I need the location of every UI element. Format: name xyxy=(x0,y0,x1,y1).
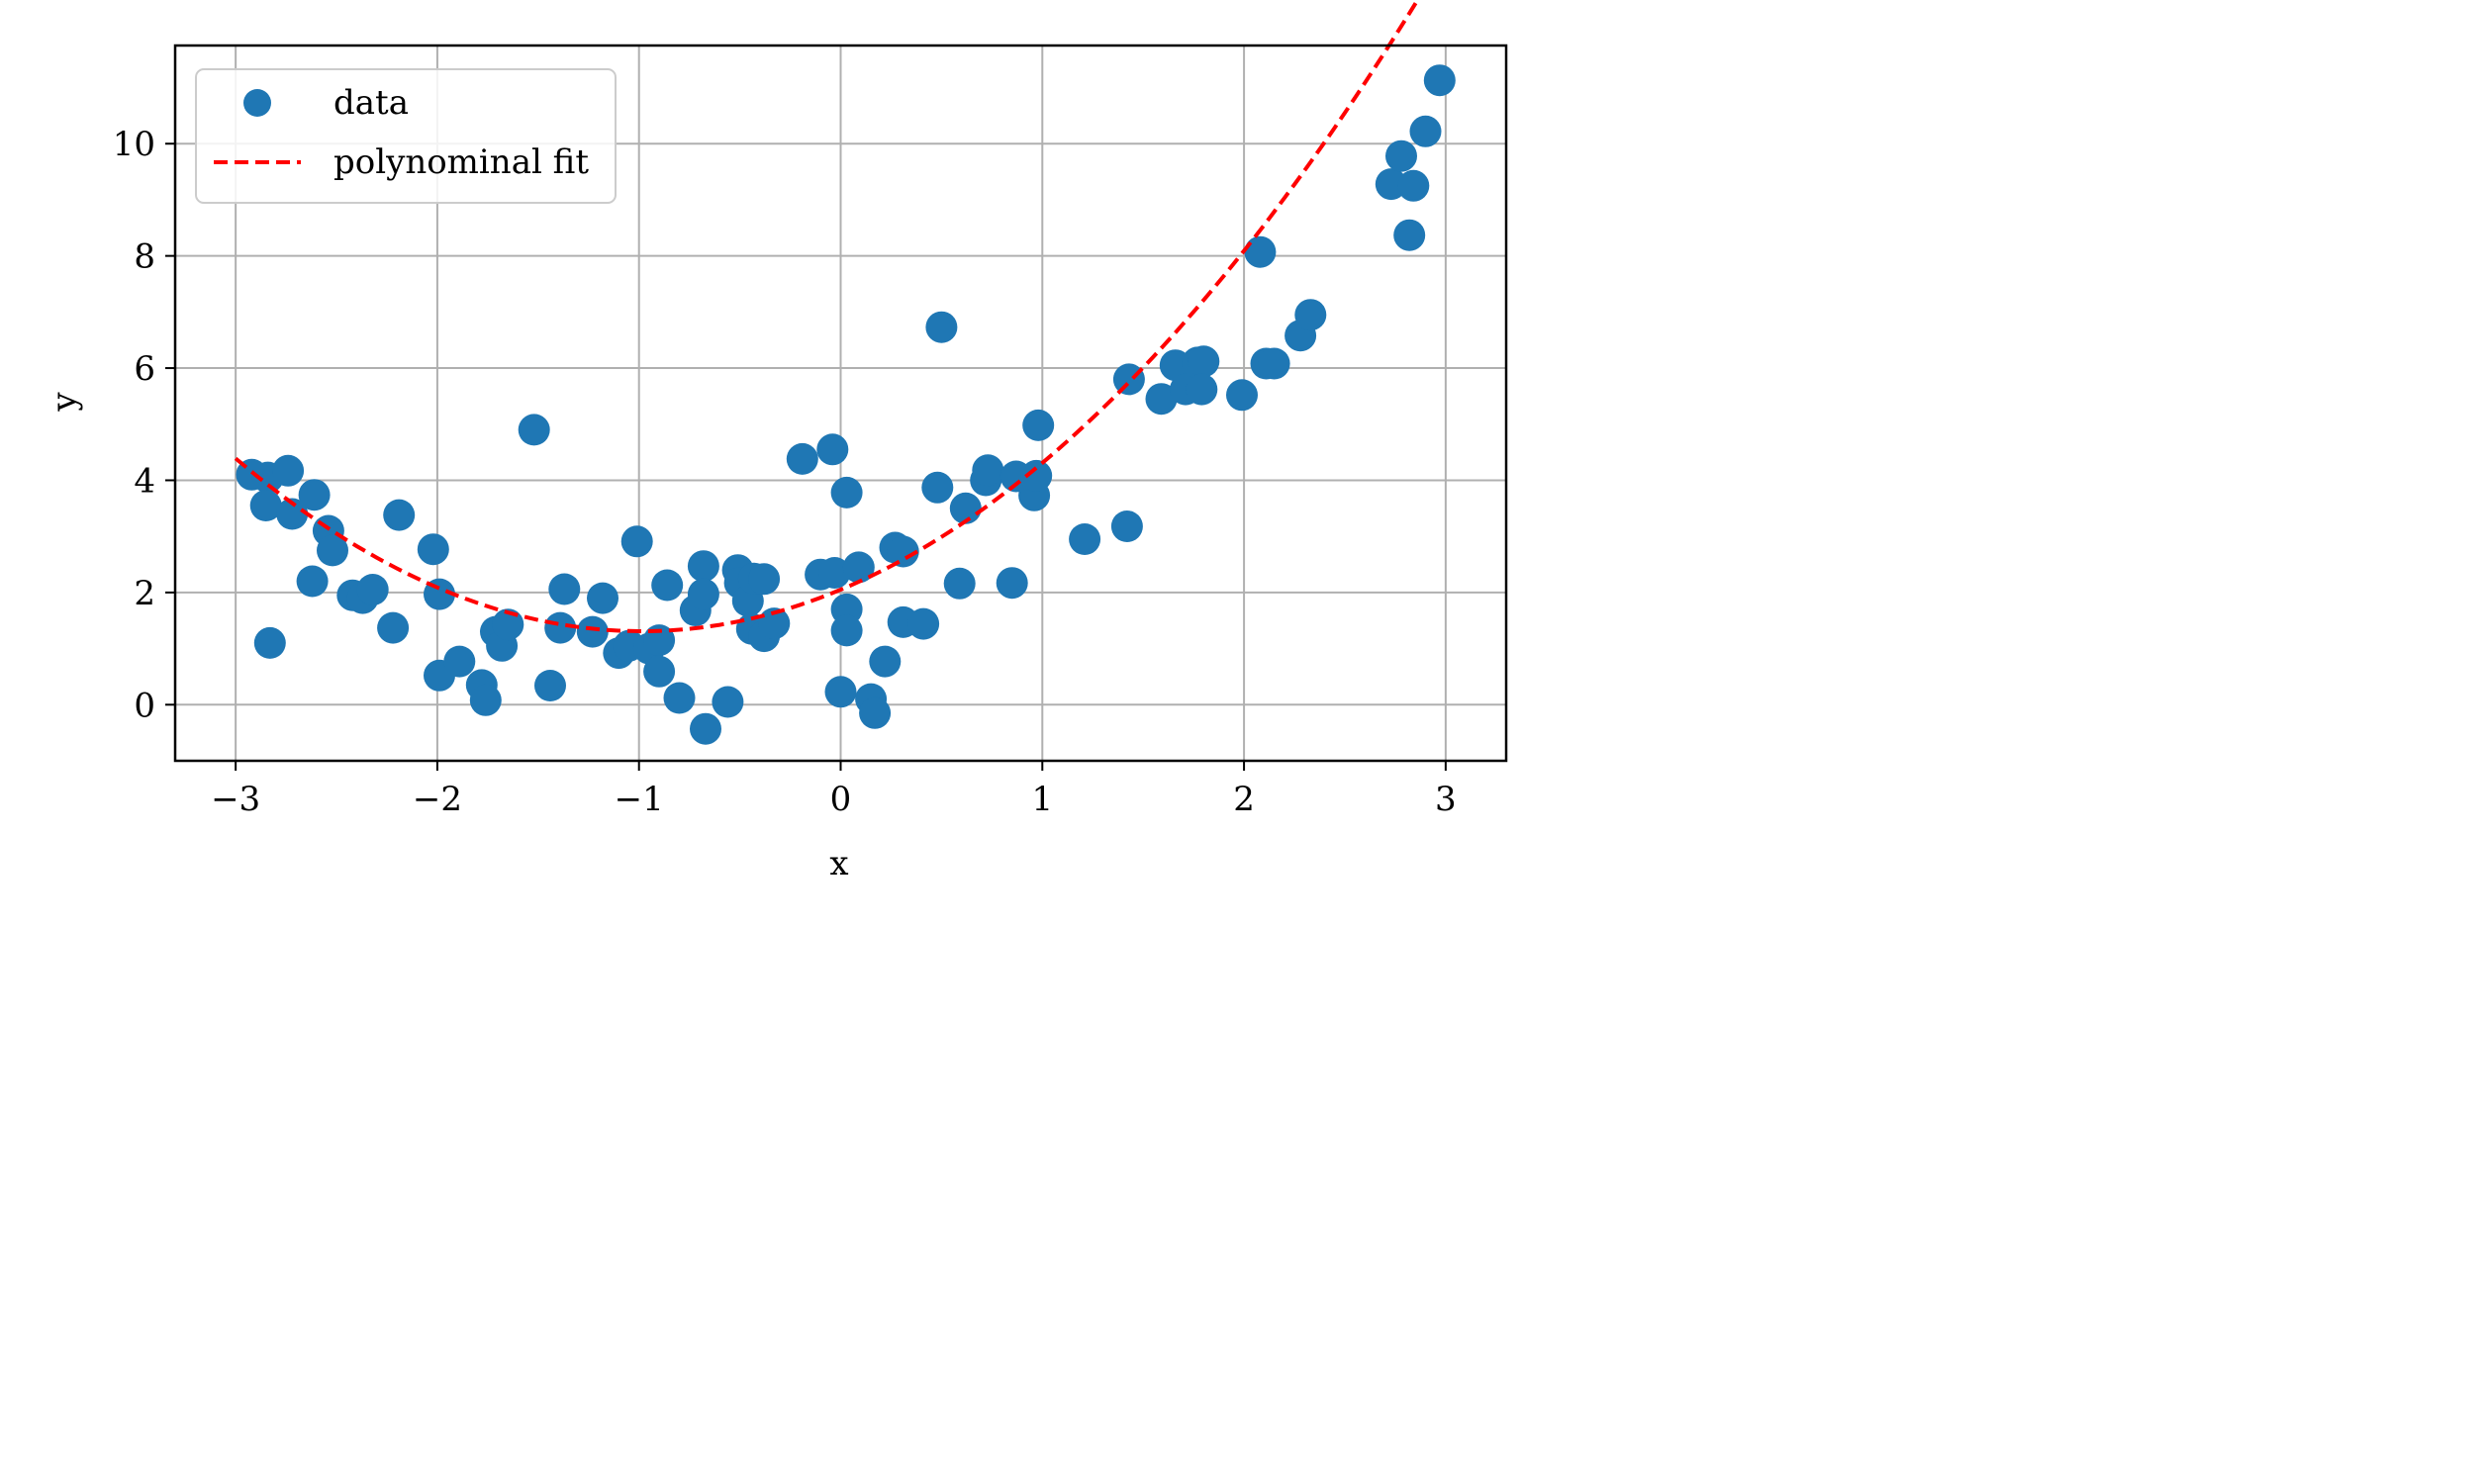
data-point xyxy=(972,454,1004,487)
x-tick-label: −2 xyxy=(413,780,462,819)
data-point xyxy=(1110,510,1143,542)
x-tick-label: 3 xyxy=(1435,780,1457,819)
data-point xyxy=(317,534,348,567)
data-point xyxy=(1393,219,1426,251)
data-point xyxy=(253,626,286,659)
y-tick-label: 0 xyxy=(134,686,155,725)
data-point xyxy=(887,535,919,568)
data-point xyxy=(651,569,684,602)
scatter-chart: −3 −2 −1 0 1 2 3 0 2 4 6 8 10 x y data polynominal f… xyxy=(45,0,1508,883)
data-point xyxy=(1226,379,1258,412)
data-point xyxy=(518,414,550,446)
y-tick-label: 2 xyxy=(134,574,155,613)
y-tick-label: 6 xyxy=(134,349,155,389)
data-point xyxy=(1409,115,1442,147)
data-point xyxy=(1397,169,1430,202)
data-point xyxy=(758,607,791,640)
data-point xyxy=(1258,347,1290,380)
legend-data-label: data xyxy=(333,83,409,123)
data-point xyxy=(1186,373,1218,406)
data-point xyxy=(469,684,502,716)
data-point xyxy=(687,578,719,610)
data-point xyxy=(869,645,902,678)
data-point xyxy=(949,492,982,524)
x-tick-label: 0 xyxy=(830,780,852,819)
x-tick-label: 1 xyxy=(1031,780,1053,819)
x-axis-label: x xyxy=(829,844,848,883)
data-point xyxy=(544,611,577,644)
data-point xyxy=(548,573,581,605)
data-point xyxy=(296,565,329,598)
data-point xyxy=(1294,299,1327,331)
x-tick-label: −3 xyxy=(211,780,260,819)
data-point xyxy=(272,454,305,487)
data-point xyxy=(943,567,976,600)
data-point xyxy=(748,563,781,596)
data-point xyxy=(925,311,958,343)
data-point xyxy=(276,498,309,530)
x-tick-label: −1 xyxy=(615,780,664,819)
data-point xyxy=(663,682,696,714)
axis-ticks: −3 −2 −1 0 1 2 3 0 2 4 6 8 10 xyxy=(113,125,1457,819)
legend-fit-label: polynominal fit xyxy=(333,142,589,182)
data-point xyxy=(1188,345,1220,378)
plot-content xyxy=(234,0,1456,745)
data-point xyxy=(377,611,410,644)
data-point xyxy=(383,499,416,531)
data-point xyxy=(712,686,744,718)
data-point xyxy=(690,712,721,745)
legend: data polynominal fit xyxy=(195,68,617,204)
data-point xyxy=(1020,459,1053,492)
data-point xyxy=(921,471,954,504)
data-point xyxy=(687,550,719,583)
data-point xyxy=(1145,383,1178,416)
legend-box xyxy=(195,68,617,204)
data-point xyxy=(1385,139,1417,172)
data-point xyxy=(907,607,940,640)
data-point xyxy=(249,490,282,521)
data-point xyxy=(356,574,389,605)
data-point xyxy=(824,676,857,708)
x-tick-label: 2 xyxy=(1233,780,1255,819)
data-point xyxy=(417,533,449,566)
data-point xyxy=(816,433,849,466)
data-point xyxy=(587,582,618,614)
data-points xyxy=(236,64,1456,745)
data-point xyxy=(818,557,851,589)
data-point xyxy=(859,696,892,729)
data-point xyxy=(1069,523,1101,555)
data-point xyxy=(1022,409,1055,441)
data-point xyxy=(830,476,863,509)
data-point xyxy=(576,615,609,648)
data-point xyxy=(1244,235,1277,268)
data-point xyxy=(996,567,1028,600)
data-point xyxy=(534,670,566,701)
data-point xyxy=(830,614,863,647)
data-point xyxy=(620,525,653,558)
y-axis-label: y xyxy=(45,392,84,413)
legend-data-marker xyxy=(243,89,271,117)
data-point xyxy=(443,645,476,678)
data-point xyxy=(842,551,875,584)
fit-line xyxy=(234,0,1420,633)
y-tick-label: 4 xyxy=(134,461,155,501)
data-point xyxy=(1423,64,1456,97)
y-tick-label: 10 xyxy=(113,125,155,164)
data-point xyxy=(786,442,818,475)
y-tick-label: 8 xyxy=(134,237,155,277)
data-point xyxy=(643,655,676,688)
data-point xyxy=(298,479,331,511)
